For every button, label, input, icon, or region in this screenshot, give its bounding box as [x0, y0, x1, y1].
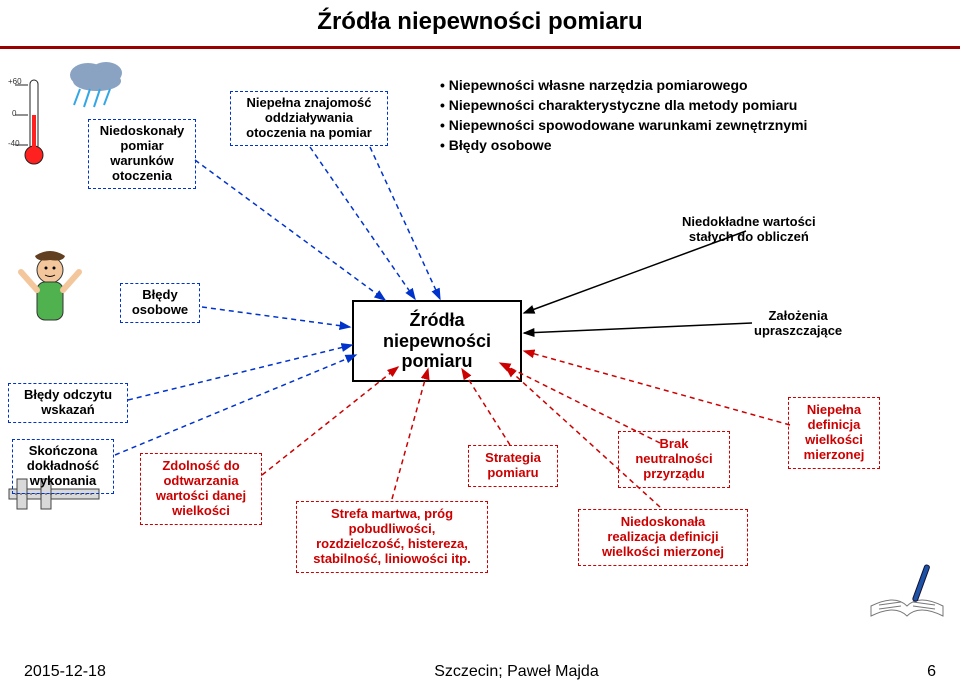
bullet-item: Niepewności własne narzędzia pomiarowego	[440, 77, 807, 93]
box-finite-accuracy: Skończonadokładnośćwykonania	[12, 439, 114, 494]
box-reading-errors: Błędy odczytuwskazań	[8, 383, 128, 423]
diagram-canvas: +60 0 -40 Niepewno	[0, 55, 960, 655]
box-neutrality: Brakneutralnościprzyrządu	[618, 431, 730, 488]
box-deadzone: Strefa martwa, prógpobudliwości,rozdziel…	[296, 501, 488, 573]
label-assumptions: Założeniaupraszczające	[754, 309, 842, 339]
thermo-top-label: +60	[8, 77, 22, 86]
box-reproduce: Zdolność doodtwarzaniawartości danejwiel…	[140, 453, 262, 525]
footer-date: 2015-12-18	[24, 663, 106, 681]
thermo-mid-label: 0	[12, 109, 16, 118]
box-strategy: Strategiapomiaru	[468, 445, 558, 487]
page-title: Źródła niepewności pomiaru	[0, 0, 960, 49]
box-incomplete-def: Niepełnadefinicjawielkościmierzonej	[788, 397, 880, 469]
person-icon	[15, 250, 85, 340]
footer: 2015-12-18 Szczecin; Paweł Majda 6	[0, 663, 960, 681]
box-knowledge: Niepełna znajomośćoddziaływaniaotoczenia…	[230, 91, 388, 146]
bullet-item: Niepewności charakterystyczne dla metody…	[440, 97, 807, 113]
footer-page: 6	[927, 663, 936, 681]
label-consts: Niedokładne wartościstałych do obliczeń	[682, 215, 816, 245]
thermometer-icon: +60 0 -40	[10, 75, 60, 170]
bullet-item: Niepewności spowodowane warunkami zewnęt…	[440, 117, 807, 133]
box-personal-errors: Błędyosobowe	[120, 283, 200, 323]
center-node: Źródła niepewności pomiaru	[352, 300, 522, 382]
box-imperfect-def: Niedoskonałarealizacja definicjiwielkośc…	[578, 509, 748, 566]
bullet-list: Niepewności własne narzędzia pomiarowego…	[440, 77, 807, 157]
box-env-conditions: Niedoskonałypomiarwarunkówotoczenia	[88, 119, 196, 189]
cloud-icon	[62, 55, 132, 115]
notebook-icon	[865, 560, 950, 625]
bullet-item: Błędy osobowe	[440, 137, 807, 153]
footer-center: Szczecin; Paweł Majda	[434, 663, 599, 681]
thermo-bot-label: -40	[8, 139, 20, 148]
